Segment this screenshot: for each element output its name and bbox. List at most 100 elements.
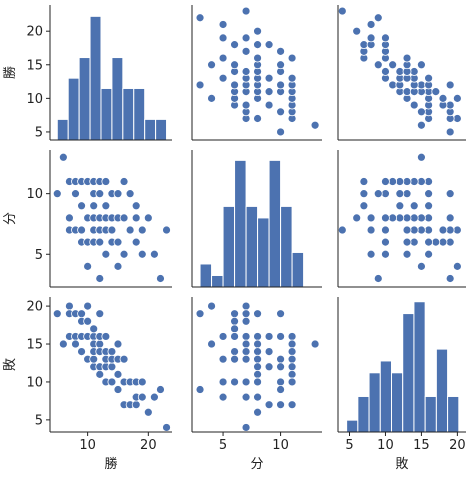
scatter-point (424, 249, 434, 259)
scatter-point (452, 93, 462, 103)
scatter-point (207, 301, 216, 311)
scatter-point (241, 423, 251, 432)
scatter-point (276, 107, 285, 117)
y-tick-label: 5 (35, 413, 43, 428)
scatter-point (230, 309, 239, 319)
scatter-point (253, 26, 262, 36)
scatter-point (137, 249, 147, 259)
scatter-point (230, 332, 239, 341)
scatter-point (218, 73, 228, 83)
scatter-point (241, 6, 251, 16)
scatter-point (310, 120, 320, 130)
scatter-point (253, 309, 262, 319)
scatter-point (431, 87, 441, 97)
scatter-point (83, 301, 93, 311)
hist-bar (379, 360, 393, 433)
hist-bar (402, 313, 415, 433)
scatter-point (218, 53, 228, 63)
hist-bar (357, 395, 370, 433)
hist-bar (155, 118, 168, 141)
scatter-point (402, 249, 412, 259)
scatter-point (143, 407, 153, 417)
hist-bar (211, 274, 224, 288)
scatter-point (264, 362, 274, 372)
y-tick-label: 5 (35, 248, 43, 263)
scatter-point (264, 87, 274, 97)
scatter-point (241, 301, 251, 311)
scatter-point (241, 354, 251, 364)
x-tick-label: 15 (413, 438, 430, 453)
scatter-point (89, 324, 99, 334)
hist-bar (291, 251, 305, 288)
scatter-point (337, 225, 347, 235)
scatter-point (156, 385, 165, 394)
hist-bar (89, 15, 102, 141)
scatter-point (218, 354, 228, 364)
x-axis-label: 勝 (104, 457, 117, 472)
scatter-point (287, 377, 297, 387)
y-tick-label: 15 (26, 58, 43, 73)
scatter-point (207, 60, 216, 70)
scatter-point (119, 177, 129, 186)
scatter-point (264, 332, 274, 341)
scatter-point (77, 309, 86, 319)
scatter-point (119, 249, 129, 259)
scatter-point (287, 347, 297, 357)
x-tick-label: 20 (449, 438, 466, 453)
scatter-point (101, 177, 111, 186)
scatter-point (195, 309, 205, 319)
scatter-point (417, 261, 426, 271)
scatter-point (424, 189, 434, 199)
scatter-point (241, 347, 251, 357)
hist-bar (391, 372, 404, 433)
scatter-point (131, 201, 141, 211)
scatter-point (276, 127, 285, 137)
hist-bar (368, 372, 381, 433)
y-tick-label: 5 (35, 125, 43, 140)
scatter-point (445, 213, 455, 223)
hist-bar (56, 118, 69, 141)
scatter-point (230, 80, 239, 90)
scatter-point (218, 332, 228, 341)
scatter-point (253, 339, 262, 349)
y-tick-label: 15 (26, 338, 43, 353)
scatter-point (287, 354, 297, 364)
scatter-point (402, 53, 412, 63)
scatter-point (58, 152, 68, 162)
scatter-point (218, 392, 228, 402)
scatter-point (366, 20, 376, 29)
scatter-point (337, 6, 347, 16)
scatter-point (95, 189, 105, 199)
scatter-point (366, 225, 376, 235)
scatter-point (113, 339, 123, 349)
hist-bar (100, 87, 113, 141)
hist-bar (67, 77, 80, 141)
scatter-point (287, 73, 297, 83)
scatter-point (58, 339, 68, 349)
scatter-point (207, 93, 216, 103)
scatter-point (366, 249, 376, 259)
x-tick-label: 10 (272, 438, 289, 453)
hist-bar (346, 419, 359, 433)
scatter-point (287, 53, 297, 63)
scatter-point (424, 73, 434, 83)
y-tick-label: 10 (26, 92, 43, 107)
scatter-point (381, 67, 390, 76)
scatter-point (95, 237, 105, 247)
scatter-point (276, 354, 285, 364)
hist-bar (122, 87, 135, 141)
hist-bar (447, 395, 460, 433)
scatter-point (65, 213, 74, 223)
scatter-point (366, 213, 376, 223)
scatter-point (253, 332, 262, 341)
scatter-point (241, 46, 251, 56)
scatter-point (101, 249, 111, 259)
scatter-point (381, 33, 390, 43)
y-tick-label: 20 (26, 300, 43, 315)
hist-bar (78, 57, 91, 141)
scatter-point (230, 377, 239, 387)
scatter-point (131, 400, 141, 410)
scatter-point (113, 369, 123, 379)
scatter-point (113, 385, 123, 394)
